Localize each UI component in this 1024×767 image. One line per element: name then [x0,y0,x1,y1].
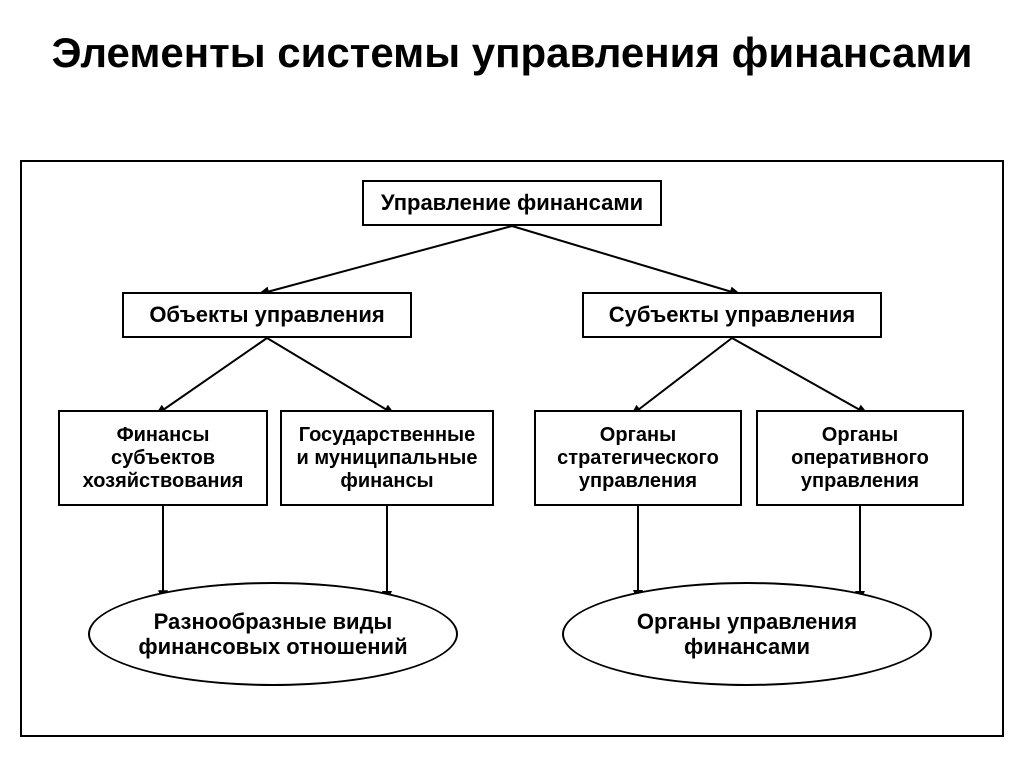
node-obj: Объекты управления [122,292,412,338]
diagram-area: Управление финансами Объекты управления Су… [20,160,1004,737]
edge-obj-l2 [267,338,387,410]
node-r1: Органы стратегического управления [534,410,742,506]
node-subj: Субъекты управления [582,292,882,338]
node-root: Управление финансами [362,180,662,226]
edge-obj-l1 [163,338,267,410]
node-el1: Разнообразные виды финансовых отношений [88,582,458,686]
page-title: Элементы системы управления финансами [0,0,1024,78]
edge-subj-r1 [638,338,732,410]
edge-root-obj [267,226,512,292]
node-l2: Государственные и муниципальные финансы [280,410,494,506]
node-r2: Органы оперативного управления [756,410,964,506]
node-el2: Органы управления финансами [562,582,932,686]
edge-root-subj [512,226,732,292]
edge-subj-r2 [732,338,860,410]
node-l1: Финансы субъектов хозяйствования [58,410,268,506]
